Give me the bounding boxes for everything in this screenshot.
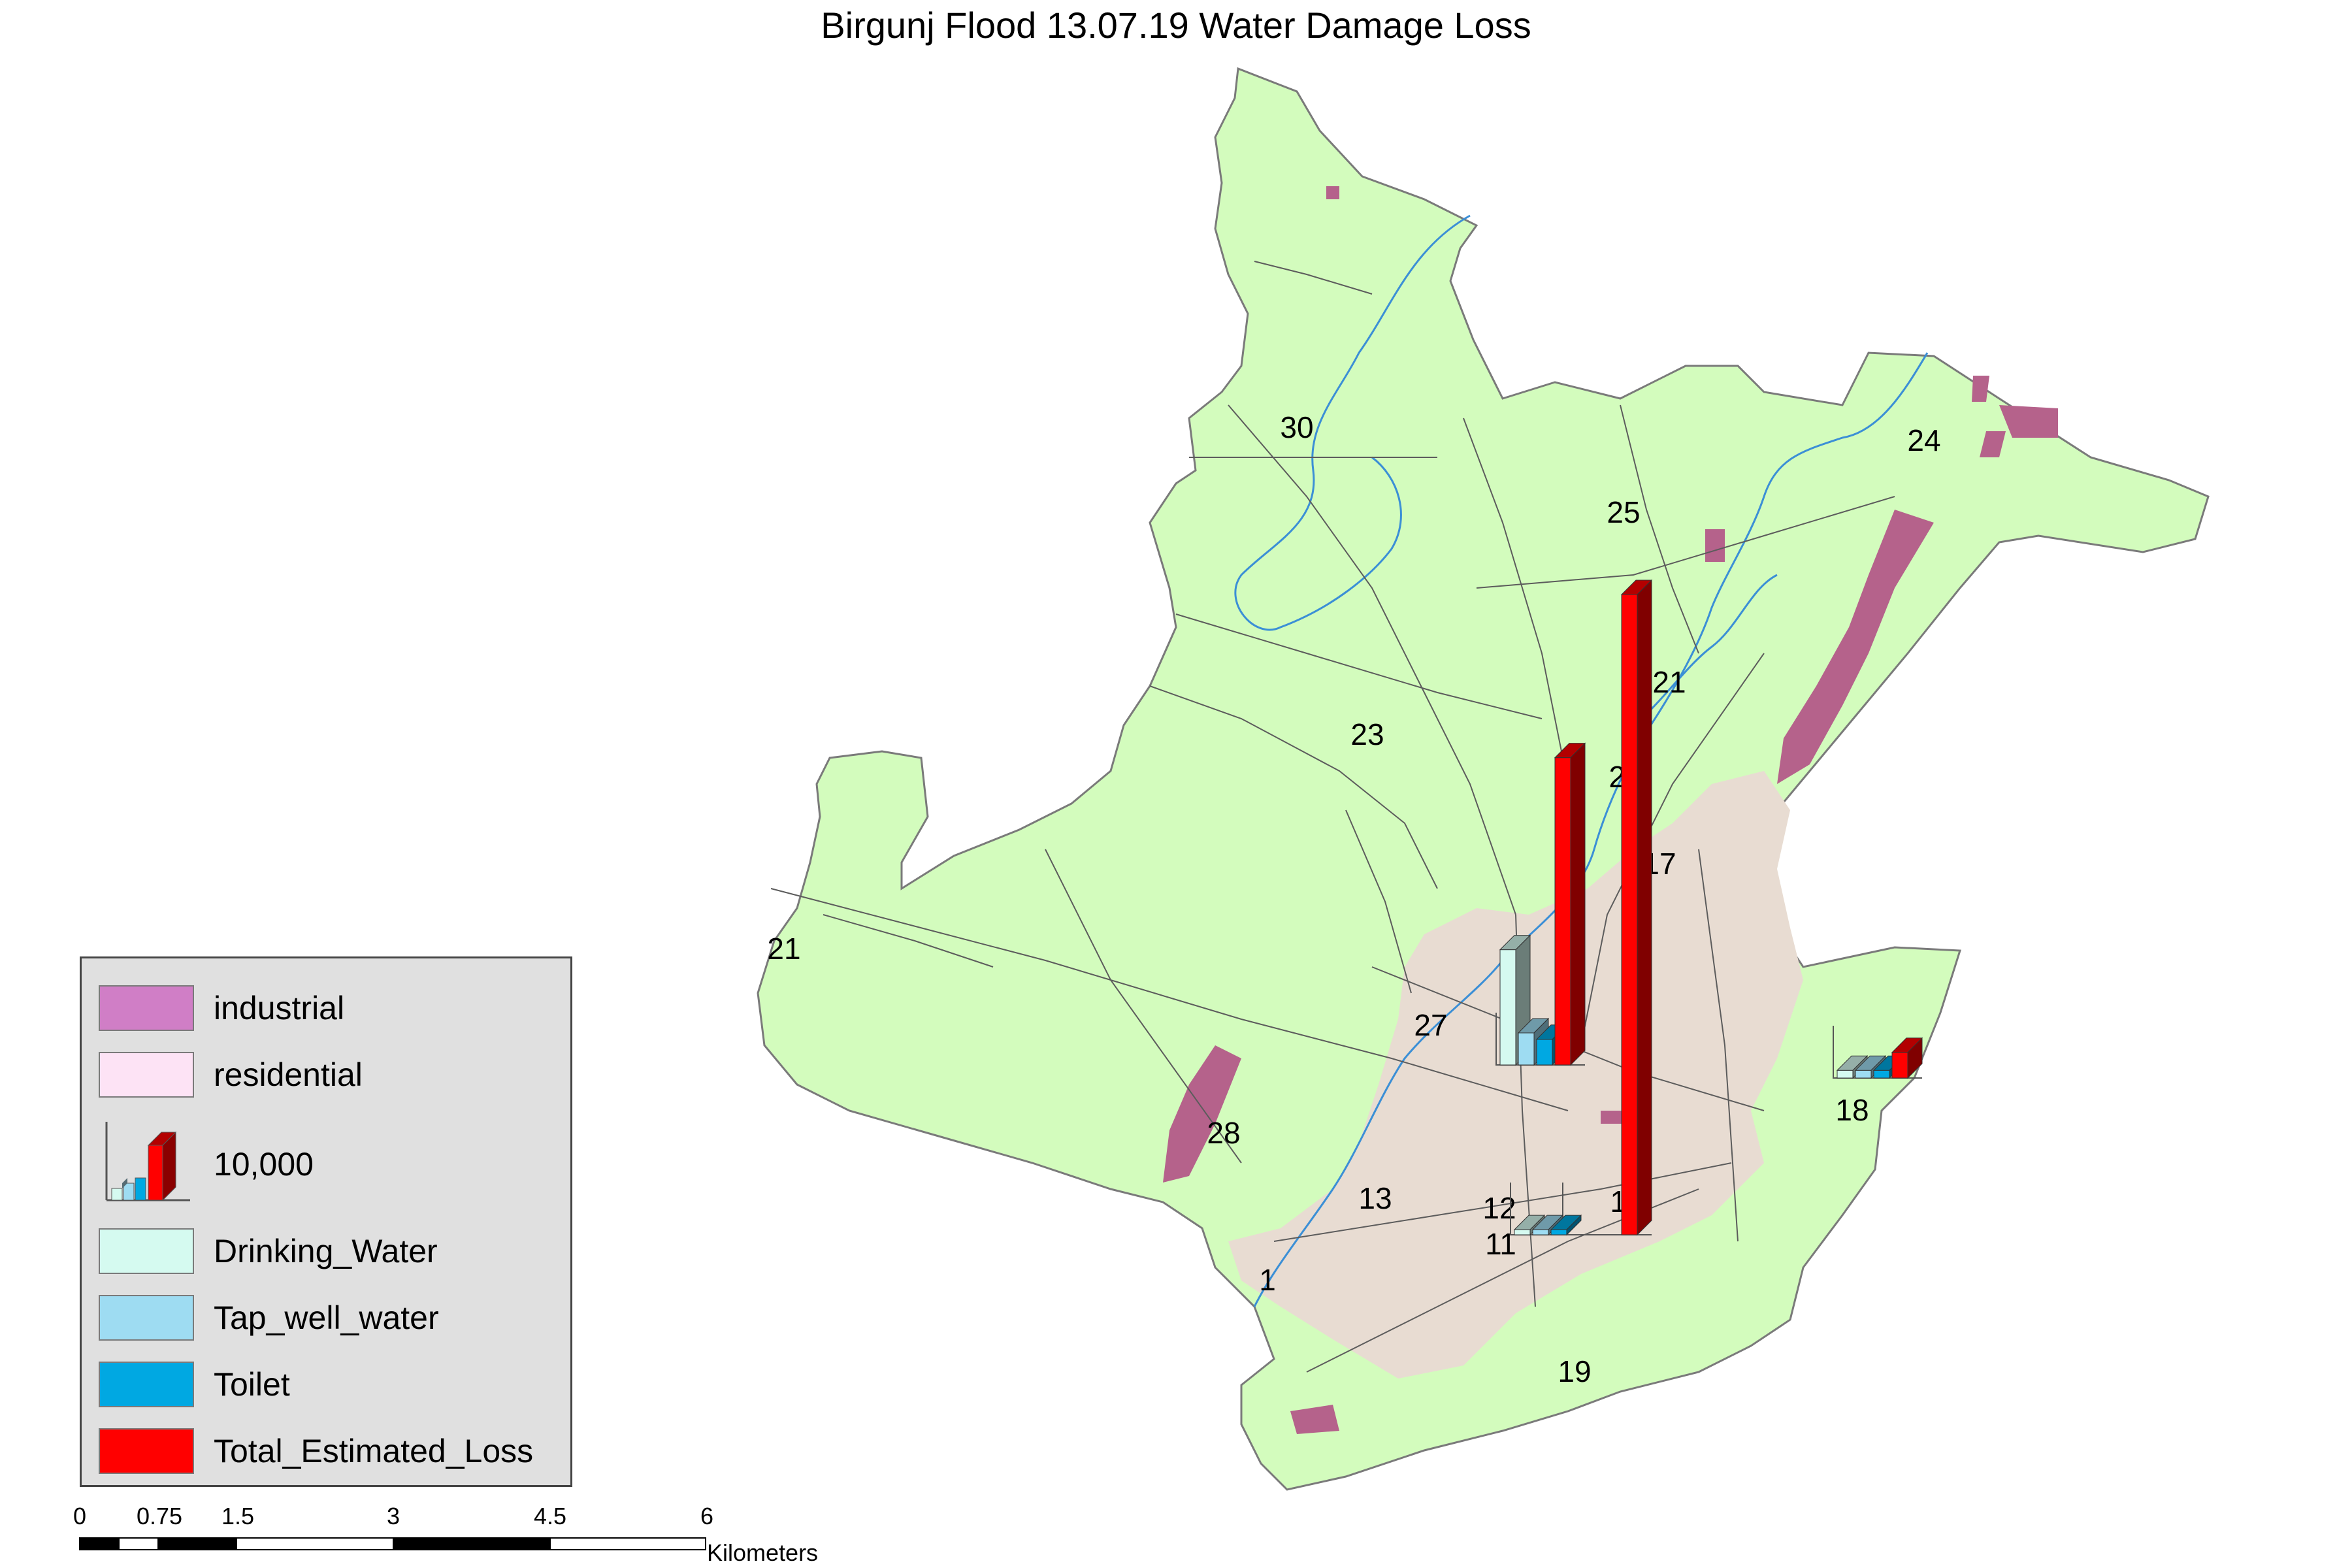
ward-label: 21 xyxy=(767,932,800,966)
legend-label: residential xyxy=(214,1056,363,1093)
legend-swatch-drinking-water xyxy=(99,1228,194,1274)
scale-bar: 0 0.75 1.5 3 4.5 6 Kilometers xyxy=(73,1503,928,1568)
bar-front xyxy=(1855,1070,1872,1079)
bar-side xyxy=(1566,1214,1582,1236)
legend-item-toilet: Toilet xyxy=(99,1361,290,1408)
scale-bar-graphic xyxy=(79,1537,706,1550)
map-title: Birgunj Flood 13.07.19 Water Damage Loss xyxy=(821,5,1531,46)
bar-side xyxy=(1570,742,1586,1066)
bar-front xyxy=(1891,1052,1908,1079)
legend-label: Total_Estimated_Loss xyxy=(214,1433,534,1469)
legend-swatch-industrial xyxy=(99,985,194,1031)
legend-item-industrial: industrial xyxy=(99,985,344,1032)
legend-label: Tap_well_water xyxy=(214,1299,439,1336)
legend-item-residential: residential xyxy=(99,1051,363,1098)
bar-front xyxy=(1837,1070,1854,1079)
bar-front xyxy=(1499,949,1516,1066)
ward-label: 27 xyxy=(1414,1008,1447,1042)
ward-label: 18 xyxy=(1835,1093,1869,1127)
legend-label: 10,000 xyxy=(214,1146,314,1183)
legend-item-drinking-water: Drinking_Water xyxy=(99,1228,438,1275)
legend-item-tap-well-water: Tap_well_water xyxy=(99,1294,439,1341)
legend-label: Toilet xyxy=(214,1366,290,1403)
ward-label: 25 xyxy=(1607,495,1640,529)
chart-symbol-icon xyxy=(105,1122,190,1201)
ward-label: 28 xyxy=(1207,1116,1240,1150)
bar-chart-axis xyxy=(1510,1183,1599,1235)
bar-front xyxy=(1550,1229,1567,1235)
legend-swatch-residential xyxy=(99,1052,194,1098)
ward-label: 23 xyxy=(1350,717,1384,751)
legend-swatch-total-estimated-loss xyxy=(99,1428,194,1474)
legend-label: industrial xyxy=(214,990,345,1026)
scale-tick-label: 0.75 xyxy=(136,1503,183,1529)
bar-front xyxy=(1554,757,1571,1066)
bar-front xyxy=(1536,1039,1553,1066)
scale-tick-label: 4.5 xyxy=(533,1503,567,1529)
legend-swatch-tap-well-water xyxy=(99,1295,194,1341)
bar-front xyxy=(1873,1070,1890,1079)
scale-tick-label: 3 xyxy=(386,1503,400,1529)
urban-core-area xyxy=(1228,771,1803,1379)
municipality-boundary xyxy=(757,67,2210,1491)
map-legend: industrial residential 10,000 Drinking_W… xyxy=(80,956,572,1487)
legend-label: Drinking_Water xyxy=(214,1233,438,1269)
ward-label: 24 xyxy=(1907,423,1940,457)
legend-swatch-toilet xyxy=(99,1362,194,1407)
scale-tick-label: 1.5 xyxy=(221,1503,255,1529)
ward-label: 19 xyxy=(1558,1354,1591,1388)
bar-side xyxy=(1637,579,1652,1236)
ward-label: 13 xyxy=(1358,1181,1392,1215)
scale-tick-label: 6 xyxy=(700,1503,714,1529)
rivers xyxy=(1234,214,1929,1307)
scale-unit-label: Kilometers xyxy=(707,1539,819,1566)
bar-front xyxy=(1518,1032,1535,1066)
industrial-areas xyxy=(1163,186,2058,1434)
bar-front xyxy=(1621,594,1638,1235)
ward-label: 21 xyxy=(1652,665,1686,699)
ward-label: 1 xyxy=(1259,1263,1276,1297)
ward-label: 11 xyxy=(1485,1227,1516,1261)
legend-item-total-estimated-loss: Total_Estimated_Loss xyxy=(99,1428,533,1475)
road-network xyxy=(770,261,1895,1373)
bar-front xyxy=(1532,1229,1549,1235)
legend-item-chart-symbol: 10,000 xyxy=(99,1115,314,1213)
bar-side xyxy=(1907,1037,1923,1079)
ward-label: 30 xyxy=(1280,410,1313,444)
damage-bar-charts xyxy=(1495,579,1923,1236)
scale-tick-label: 0 xyxy=(73,1503,87,1529)
bar-front xyxy=(1514,1229,1531,1235)
